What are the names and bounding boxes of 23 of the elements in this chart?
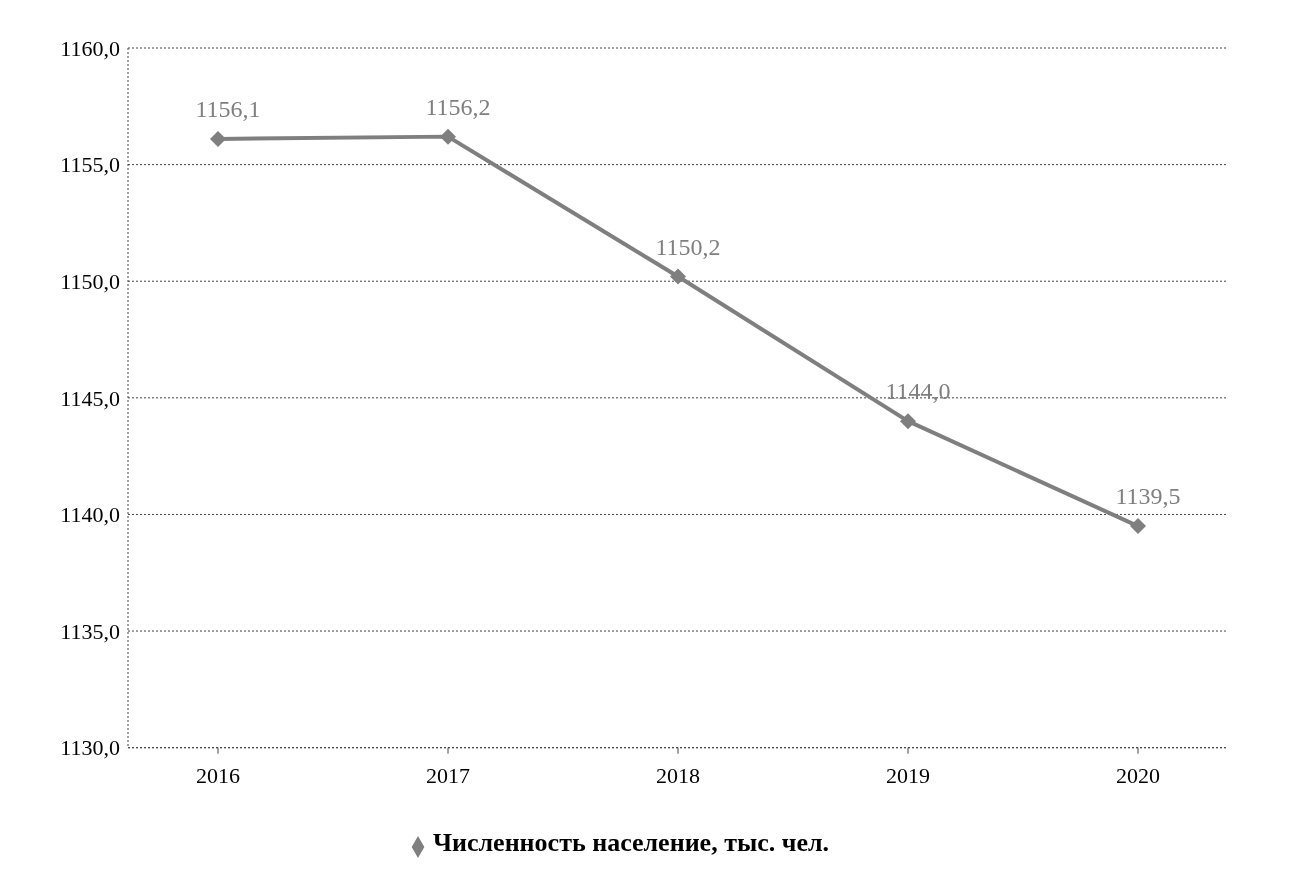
legend-label: Численность население, тыс. чел.: [432, 827, 830, 857]
data-label: 1139,5: [1115, 483, 1181, 510]
y-tick-label: 1135,0: [60, 618, 120, 644]
y-tick-label: 1150,0: [60, 269, 120, 295]
x-tick-label: 2019: [886, 763, 930, 789]
point: [440, 128, 456, 145]
x-tick-label: 2016: [196, 763, 240, 789]
y-tick-label: 1160,0: [60, 35, 120, 61]
point: [1130, 518, 1146, 535]
data-label: 1156,2: [425, 93, 491, 120]
data-label: 1156,1: [195, 95, 261, 122]
point: [210, 130, 226, 147]
x-tick-label: 2020: [1116, 763, 1160, 789]
x-tick-label: 2017: [426, 763, 470, 789]
y-tick-label: 1130,0: [60, 735, 120, 761]
point: [900, 413, 916, 430]
data-label: 1150,2: [655, 233, 721, 260]
data-label: 1144,0: [885, 378, 951, 405]
y-tick-label: 1145,0: [60, 385, 120, 411]
y-tick-label: 1140,0: [60, 502, 120, 528]
y-tick-label: 1155,0: [60, 152, 120, 178]
x-tick-label: 2018: [656, 763, 700, 789]
point: [670, 268, 686, 285]
